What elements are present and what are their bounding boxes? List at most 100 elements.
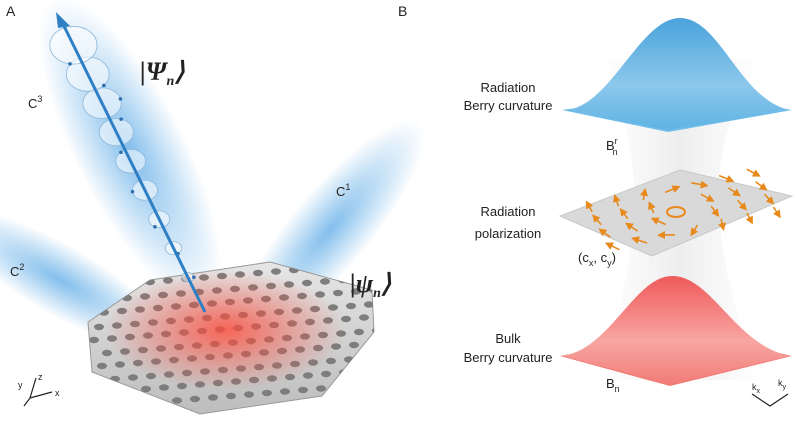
beam-label: C1	[336, 182, 350, 199]
hole	[245, 244, 255, 250]
hole	[271, 268, 281, 275]
ket-symbol: Ψ	[146, 57, 169, 86]
axis-z: z	[38, 372, 43, 382]
hole	[159, 384, 169, 391]
polarization-arrow	[737, 199, 747, 211]
hole	[379, 259, 389, 265]
beam-axis	[60, 21, 207, 313]
axes-glyph	[23, 377, 53, 407]
hole	[208, 394, 218, 401]
polarization-arrow	[648, 201, 656, 214]
helix-dot	[192, 275, 196, 280]
axis-x: x	[55, 388, 60, 398]
polarization-arrow	[664, 185, 681, 194]
polarization-arrow	[710, 205, 720, 218]
sym-part: (c	[578, 250, 589, 265]
hole	[89, 336, 99, 344]
polarization-arrows	[585, 168, 781, 251]
hole	[384, 246, 394, 252]
hole	[320, 278, 330, 285]
polarization-arrow	[592, 214, 602, 226]
polarization-arrow	[691, 180, 709, 189]
axis-ky: ky	[778, 378, 787, 391]
polarization-arrow	[772, 206, 781, 219]
polarization-arrow	[745, 212, 753, 225]
radiation-state: |Ψn⟩	[140, 57, 185, 89]
hole	[388, 379, 398, 385]
helix-dot	[119, 150, 123, 155]
hole	[262, 389, 272, 397]
k-base: k	[778, 378, 783, 388]
hole	[395, 311, 405, 317]
row-label: polarization	[475, 226, 542, 241]
sym-part: , c	[593, 250, 607, 265]
polarization-arrow	[700, 193, 715, 202]
hole	[403, 337, 413, 343]
sym-sup: r	[615, 136, 618, 146]
polarization-ellipse	[666, 206, 686, 218]
polarization-arrow	[690, 224, 699, 237]
hole	[408, 324, 418, 330]
axis-y: y	[18, 380, 23, 390]
hole	[416, 350, 426, 356]
hole	[382, 300, 392, 306]
helix-dot	[130, 189, 135, 194]
hole	[349, 341, 359, 349]
hole	[132, 267, 142, 274]
ket-bar: |	[140, 57, 146, 86]
hole	[400, 298, 410, 304]
hole	[334, 383, 344, 391]
hole	[375, 366, 385, 372]
hole	[97, 362, 107, 370]
panel-a: A |Ψn⟩ |ψn⟩ C3 C1 C2 x z y	[0, 0, 426, 415]
hole	[128, 374, 138, 381]
hole	[102, 349, 112, 357]
hole	[123, 387, 133, 394]
helix-dot	[119, 117, 123, 121]
beam-label: C3	[28, 94, 42, 111]
hole	[316, 385, 326, 392]
ket-sub: n	[373, 286, 381, 301]
sym-part: )	[612, 250, 616, 265]
hole	[398, 352, 408, 358]
row-label: Bulk	[495, 331, 521, 346]
hole	[361, 262, 371, 268]
polarization-arrow	[585, 200, 594, 213]
panel-label: A	[6, 3, 16, 19]
hole	[302, 279, 312, 287]
bulk-state: |ψn⟩	[350, 269, 392, 301]
symbol: Bn	[606, 376, 620, 394]
polarization-arrow	[625, 222, 639, 232]
hole	[385, 339, 395, 345]
panel-label: B	[398, 3, 407, 19]
hole	[354, 328, 364, 336]
hole	[172, 397, 182, 404]
hole	[240, 262, 250, 265]
polarization-arrow	[718, 218, 726, 232]
polarization-arrow	[631, 236, 648, 245]
polarization-arrow	[598, 228, 611, 238]
hole	[222, 262, 232, 267]
hole	[136, 400, 146, 407]
beam-base: C	[10, 264, 19, 279]
row-label: Berry curvature	[464, 98, 553, 113]
k-sub: y	[783, 384, 787, 391]
sym-sub: x	[589, 258, 594, 268]
hole	[411, 363, 421, 369]
beam-arrowhead	[56, 12, 70, 28]
polarization-arrow	[613, 194, 621, 207]
hole	[380, 353, 390, 359]
top-surface	[565, 18, 790, 130]
hole	[115, 361, 125, 368]
ket-bar: |	[350, 269, 356, 298]
hole	[94, 323, 104, 331]
hole	[333, 289, 343, 297]
helix-dot	[68, 62, 72, 66]
k-base: k	[752, 382, 757, 392]
ket-sub: n	[167, 74, 175, 89]
polarization-arrow	[718, 174, 735, 183]
polarization-arrow	[727, 187, 741, 197]
polarization-arrow	[755, 181, 768, 191]
hole	[359, 314, 369, 321]
